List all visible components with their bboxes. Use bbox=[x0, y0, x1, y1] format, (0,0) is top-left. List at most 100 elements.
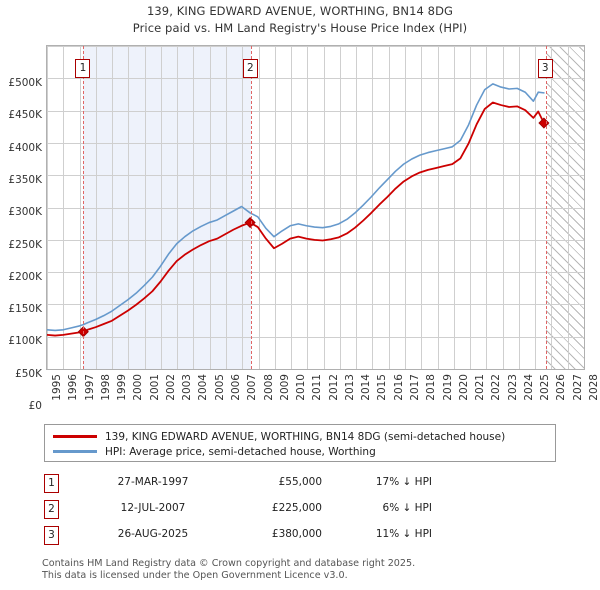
y-axis-tick-label: £350K bbox=[8, 173, 42, 186]
gridline-vertical bbox=[128, 46, 130, 369]
x-axis-tick-label: 2014 bbox=[360, 374, 373, 401]
table-row: 1 27-MAR-1997 £55,000 17% ↓ HPI bbox=[44, 472, 464, 498]
gridline-vertical bbox=[226, 46, 227, 369]
legend-item-hpi: HPI: Average price, semi-detached house,… bbox=[51, 444, 549, 459]
gridline-vertical bbox=[502, 46, 504, 369]
gridline-vertical bbox=[177, 46, 179, 369]
gridline-vertical bbox=[160, 46, 162, 369]
gridline-vertical bbox=[535, 46, 537, 369]
gridline-vertical bbox=[405, 46, 406, 369]
gridline-vertical bbox=[551, 46, 553, 369]
x-axis-tick-label: 2028 bbox=[588, 374, 600, 401]
x-axis-tick-label: 2008 bbox=[262, 374, 275, 401]
gridline-vertical bbox=[388, 46, 390, 369]
gridline-vertical bbox=[291, 46, 293, 369]
gridline-vertical bbox=[470, 46, 472, 369]
x-axis-tick-label: 2026 bbox=[555, 374, 568, 401]
title-line-1: 139, KING EDWARD AVENUE, WORTHING, BN14 … bbox=[146, 4, 454, 18]
y-axis-tick-label: £450K bbox=[8, 109, 42, 122]
gridline-vertical bbox=[518, 46, 520, 369]
x-axis-tick-label: 1996 bbox=[67, 374, 80, 401]
gridline-vertical bbox=[209, 46, 211, 369]
transaction-date: 12-JUL-2007 bbox=[120, 502, 186, 514]
gridline-horizontal bbox=[47, 304, 584, 306]
x-axis-tick-label: 2011 bbox=[311, 374, 324, 401]
y-axis-tick-label: £100K bbox=[8, 335, 42, 348]
table-row: 2 12-JUL-2007 £225,000 6% ↓ HPI bbox=[44, 498, 464, 524]
y-axis-tick-label: £400K bbox=[8, 141, 42, 154]
x-axis-tick-label: 1997 bbox=[83, 374, 96, 401]
x-axis-tick-label: 1998 bbox=[99, 374, 112, 401]
event-number-box-1[interactable]: 1 bbox=[75, 59, 91, 78]
gridline-vertical bbox=[63, 46, 65, 369]
legend-item-price-paid: 139, KING EDWARD AVENUE, WORTHING, BN14 … bbox=[51, 429, 549, 444]
chart-legend: 139, KING EDWARD AVENUE, WORTHING, BN14 … bbox=[44, 424, 556, 462]
gridline-vertical bbox=[437, 46, 439, 369]
gridline-vertical bbox=[584, 46, 585, 369]
y-axis-tick-label: £200K bbox=[8, 270, 42, 283]
gridline-vertical bbox=[356, 46, 358, 369]
x-axis-tick-label: 2003 bbox=[181, 374, 194, 401]
gridline-vertical bbox=[95, 46, 97, 369]
gridline-vertical bbox=[421, 46, 423, 369]
x-axis-tick-label: 2016 bbox=[392, 374, 405, 401]
event-dashed-line bbox=[545, 46, 547, 369]
x-axis-tick-label: 2024 bbox=[522, 374, 535, 401]
plot-area bbox=[46, 45, 585, 370]
x-axis-tick-label: 2009 bbox=[278, 374, 291, 401]
legend-swatch-hpi bbox=[53, 450, 97, 453]
transaction-hpi-diff: 11% ↓ HPI bbox=[375, 528, 432, 540]
event-number-box-2[interactable]: 2 bbox=[242, 59, 258, 78]
footer-attribution: Contains HM Land Registry data © Crown c… bbox=[42, 558, 582, 581]
gridline-vertical bbox=[372, 46, 374, 369]
legend-swatch-price-paid bbox=[53, 435, 97, 438]
series-lines bbox=[47, 83, 550, 338]
gridline-horizontal bbox=[47, 78, 584, 80]
transaction-hpi-diff: 6% ↓ HPI bbox=[382, 502, 432, 514]
hpi-line bbox=[47, 83, 545, 332]
x-axis-ticks: 1995 1996 1997 1998 1999 2000 2001 2002 2003 2004… bbox=[0, 372, 600, 420]
price-paid-line bbox=[47, 101, 545, 337]
y-axis-tick-label: £300K bbox=[8, 206, 42, 219]
page-title: 139, KING EDWARD AVENUE, WORTHING, BN14 … bbox=[0, 3, 600, 37]
transaction-marker-diamond bbox=[77, 326, 89, 338]
y-axis-tick-label: £150K bbox=[8, 303, 42, 316]
gridline-horizontal bbox=[47, 46, 584, 47]
transaction-price: £380,000 bbox=[271, 528, 322, 540]
x-axis-tick-label: 2000 bbox=[132, 374, 145, 401]
x-axis-tick-label: 2005 bbox=[213, 374, 226, 401]
gridline-vertical bbox=[47, 46, 48, 369]
gridline-vertical bbox=[339, 46, 341, 369]
event-number-box-3[interactable]: 3 bbox=[537, 59, 553, 78]
transaction-number-badge: 2 bbox=[44, 500, 59, 519]
transactions-table: 1 27-MAR-1997 £55,000 17% ↓ HPI 2 12-JUL… bbox=[44, 472, 464, 550]
footer-line-2: This data is licensed under the Open Gov… bbox=[42, 569, 348, 581]
gridline-horizontal bbox=[47, 369, 584, 370]
gridline-vertical bbox=[486, 46, 488, 369]
gridline-horizontal bbox=[47, 336, 584, 338]
transaction-hpi-diff: 17% ↓ HPI bbox=[375, 476, 432, 488]
x-axis-tick-label: 2020 bbox=[457, 374, 470, 401]
table-row: 3 26-AUG-2025 £380,000 11% ↓ HPI bbox=[44, 524, 464, 550]
transaction-date: 26-AUG-2025 bbox=[117, 528, 189, 540]
x-axis-tick-label: 2019 bbox=[441, 374, 454, 401]
x-axis-tick-label: 2004 bbox=[197, 374, 210, 401]
gridline-vertical bbox=[307, 46, 309, 369]
x-axis-tick-label: 2015 bbox=[376, 374, 389, 401]
x-axis-tick-label: 2022 bbox=[490, 374, 503, 401]
x-axis-tick-label: 2027 bbox=[571, 374, 584, 401]
gridline-horizontal bbox=[47, 272, 584, 274]
x-axis-tick-label: 2007 bbox=[246, 374, 259, 401]
title-line-2: Price paid vs. HM Land Registry's House … bbox=[132, 21, 468, 35]
x-axis-tick-label: 2010 bbox=[295, 374, 308, 401]
gridline-vertical bbox=[144, 46, 146, 369]
x-axis-tick-label: 2025 bbox=[539, 374, 552, 401]
gridline-horizontal bbox=[47, 110, 584, 112]
x-axis-tick-label: 2021 bbox=[474, 374, 487, 401]
transaction-number-badge: 1 bbox=[44, 474, 59, 493]
gridline-vertical bbox=[79, 46, 81, 369]
y-axis-tick-label: £500K bbox=[8, 77, 42, 89]
gridline-vertical bbox=[112, 46, 114, 369]
x-axis-tick-label: 2002 bbox=[164, 374, 177, 401]
